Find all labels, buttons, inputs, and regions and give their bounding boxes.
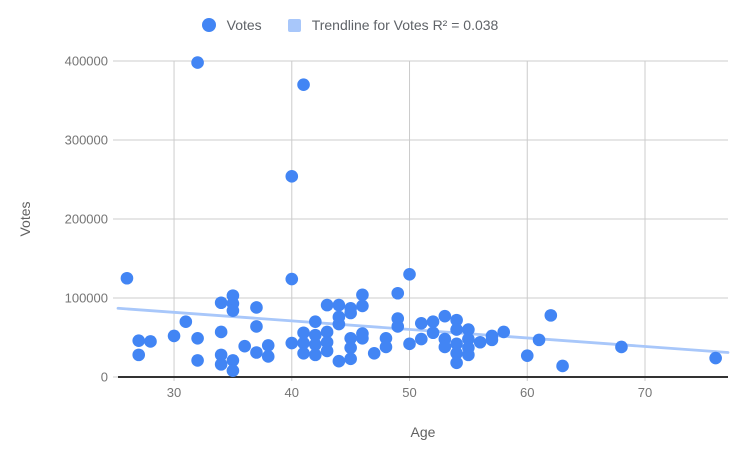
votes-series-swatch-icon — [201, 18, 216, 32]
scatter-point[interactable] — [344, 352, 357, 366]
scatter-point[interactable] — [297, 326, 310, 340]
scatter-point[interactable] — [191, 354, 204, 367]
legend-label-votes: Votes — [226, 17, 262, 33]
scatter-point[interactable] — [332, 317, 346, 331]
scatter-point[interactable] — [544, 309, 558, 322]
scatter-point[interactable] — [615, 340, 628, 354]
scatter-point[interactable] — [320, 325, 334, 339]
scatter-point[interactable] — [367, 347, 381, 360]
scatter-point[interactable] — [132, 348, 146, 362]
scatter-point[interactable] — [356, 288, 369, 302]
y-tick-label: 0 — [101, 370, 108, 385]
scatter-point[interactable] — [214, 325, 228, 339]
y-tick-label: 300000 — [65, 133, 108, 148]
scatter-point[interactable] — [285, 336, 299, 350]
x-axis-title: Age — [410, 424, 436, 440]
trendline[interactable] — [116, 306, 730, 354]
x-tick-label: 50 — [402, 385, 416, 400]
scatter-point[interactable] — [120, 271, 134, 285]
scatter-point[interactable] — [709, 351, 722, 365]
scatter-point[interactable] — [226, 364, 240, 377]
scatter-point[interactable] — [132, 334, 146, 347]
scatter-point[interactable] — [426, 326, 440, 340]
y-tick-label: 100000 — [65, 291, 108, 306]
scatter-point[interactable] — [309, 315, 322, 329]
scatter-point[interactable] — [426, 315, 440, 329]
scatter-point[interactable] — [261, 339, 275, 352]
scatter-point[interactable] — [356, 299, 369, 313]
scatter-point[interactable] — [391, 286, 405, 300]
scatter-point[interactable] — [473, 335, 487, 349]
scatter-point[interactable] — [450, 337, 463, 351]
scatter-point[interactable] — [297, 336, 310, 350]
scatter-point[interactable] — [320, 335, 334, 349]
scatter-point[interactable] — [250, 320, 263, 333]
scatter-point[interactable] — [285, 272, 299, 286]
scatter-point[interactable] — [414, 316, 428, 330]
scatter-point[interactable] — [462, 323, 475, 336]
scatter-point[interactable] — [403, 268, 416, 281]
scatter-point[interactable] — [297, 78, 310, 91]
scatter-point[interactable] — [462, 348, 475, 362]
scatter-point[interactable] — [320, 298, 334, 312]
x-tick-label: 70 — [638, 385, 652, 400]
scatter-point[interactable] — [214, 296, 228, 310]
legend-label-trendline: Trendline for Votes R² = 0.038 — [311, 17, 499, 33]
scatter-point[interactable] — [450, 313, 463, 327]
scatter-point[interactable] — [344, 331, 357, 345]
scatter-point[interactable] — [238, 339, 251, 353]
scatter-point[interactable] — [309, 328, 322, 342]
scatter-point[interactable] — [462, 332, 475, 346]
scatter-point[interactable] — [320, 344, 334, 358]
scatter-point[interactable] — [450, 323, 463, 336]
scatter-point[interactable] — [250, 301, 263, 314]
scatter-point[interactable] — [332, 354, 346, 368]
scatter-point[interactable] — [191, 56, 204, 69]
scatter-point[interactable] — [285, 170, 299, 183]
scatter-point[interactable] — [403, 337, 416, 351]
scatter-point[interactable] — [250, 346, 263, 359]
y-tick-label: 200000 — [65, 212, 108, 227]
scatter-point[interactable] — [391, 320, 405, 333]
scatter-point[interactable] — [179, 315, 193, 329]
x-tick-label: 40 — [285, 385, 299, 400]
y-tick-label: 400000 — [65, 54, 108, 69]
scatter-point[interactable] — [261, 350, 275, 363]
legend-item-votes[interactable]: Votes — [201, 17, 262, 33]
scatter-point[interactable] — [226, 304, 240, 317]
scatter-point[interactable] — [356, 331, 369, 345]
scatter-point[interactable] — [556, 359, 569, 373]
legend-item-trendline[interactable]: Trendline for Votes R² = 0.038 — [287, 17, 499, 33]
trendline-swatch-icon — [287, 18, 301, 32]
scatter-point[interactable] — [144, 335, 157, 348]
x-tick-label: 30 — [167, 385, 181, 400]
scatter-point[interactable] — [379, 340, 393, 354]
scatter-point[interactable] — [214, 348, 228, 362]
scatter-point[interactable] — [532, 333, 546, 347]
scatter-point[interactable] — [167, 329, 181, 343]
scatter-point[interactable] — [344, 341, 357, 355]
x-tick-label: 60 — [520, 385, 534, 400]
scatter-point[interactable] — [379, 331, 393, 345]
scatter-point[interactable] — [226, 354, 240, 367]
scatter-point[interactable] — [450, 347, 463, 360]
scatter-point[interactable] — [438, 309, 452, 323]
y-axis-title: Votes — [17, 201, 33, 237]
scatter-point[interactable] — [297, 347, 310, 360]
scatter-point[interactable] — [309, 348, 322, 362]
scatter-point[interactable] — [450, 356, 463, 370]
scatter-point[interactable] — [497, 325, 511, 339]
scatter-point[interactable] — [191, 331, 204, 345]
scatter-point[interactable] — [332, 298, 346, 312]
scatter-point[interactable] — [485, 333, 499, 347]
chart-legend: Votes Trendline for Votes R² = 0.038 — [0, 13, 700, 37]
scatter-point[interactable] — [309, 338, 322, 351]
scatter-point[interactable] — [344, 306, 357, 320]
scatter-point[interactable] — [520, 349, 534, 362]
scatter-point[interactable] — [414, 332, 428, 346]
scatter-point[interactable] — [438, 340, 452, 354]
scatter-point[interactable] — [214, 358, 228, 371]
